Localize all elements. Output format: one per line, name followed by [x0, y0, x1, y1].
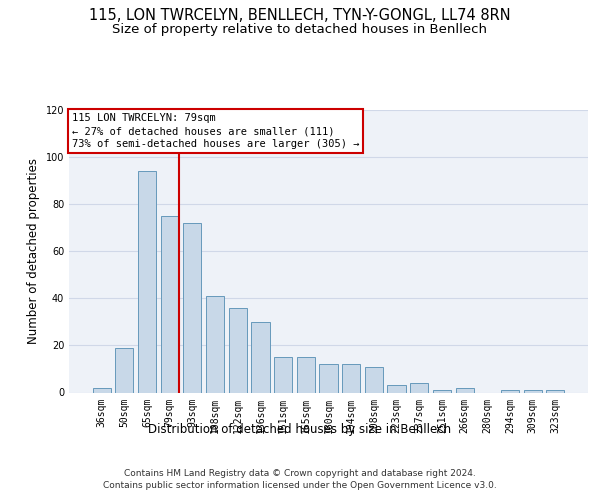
- Bar: [524, 390, 542, 392]
- Text: 115, LON TWRCELYN, BENLLECH, TYN-Y-GONGL, LL74 8RN: 115, LON TWRCELYN, BENLLECH, TYN-Y-GONGL…: [89, 8, 511, 22]
- Bar: [251, 322, 269, 392]
- Bar: [501, 390, 519, 392]
- Bar: [410, 383, 428, 392]
- Bar: [274, 357, 292, 392]
- Y-axis label: Number of detached properties: Number of detached properties: [27, 158, 40, 344]
- Bar: [297, 357, 315, 392]
- Bar: [455, 388, 473, 392]
- Bar: [92, 388, 111, 392]
- Bar: [319, 364, 338, 392]
- Bar: [365, 366, 383, 392]
- Text: Contains HM Land Registry data © Crown copyright and database right 2024.
Contai: Contains HM Land Registry data © Crown c…: [103, 469, 497, 490]
- Text: Distribution of detached houses by size in Benllech: Distribution of detached houses by size …: [148, 422, 452, 436]
- Bar: [388, 386, 406, 392]
- Bar: [161, 216, 179, 392]
- Bar: [138, 171, 156, 392]
- Text: 115 LON TWRCELYN: 79sqm
← 27% of detached houses are smaller (111)
73% of semi-d: 115 LON TWRCELYN: 79sqm ← 27% of detache…: [71, 113, 359, 149]
- Bar: [229, 308, 247, 392]
- Bar: [546, 390, 565, 392]
- Bar: [206, 296, 224, 392]
- Text: Size of property relative to detached houses in Benllech: Size of property relative to detached ho…: [113, 22, 487, 36]
- Bar: [433, 390, 451, 392]
- Bar: [184, 223, 202, 392]
- Bar: [342, 364, 360, 392]
- Bar: [115, 348, 133, 393]
